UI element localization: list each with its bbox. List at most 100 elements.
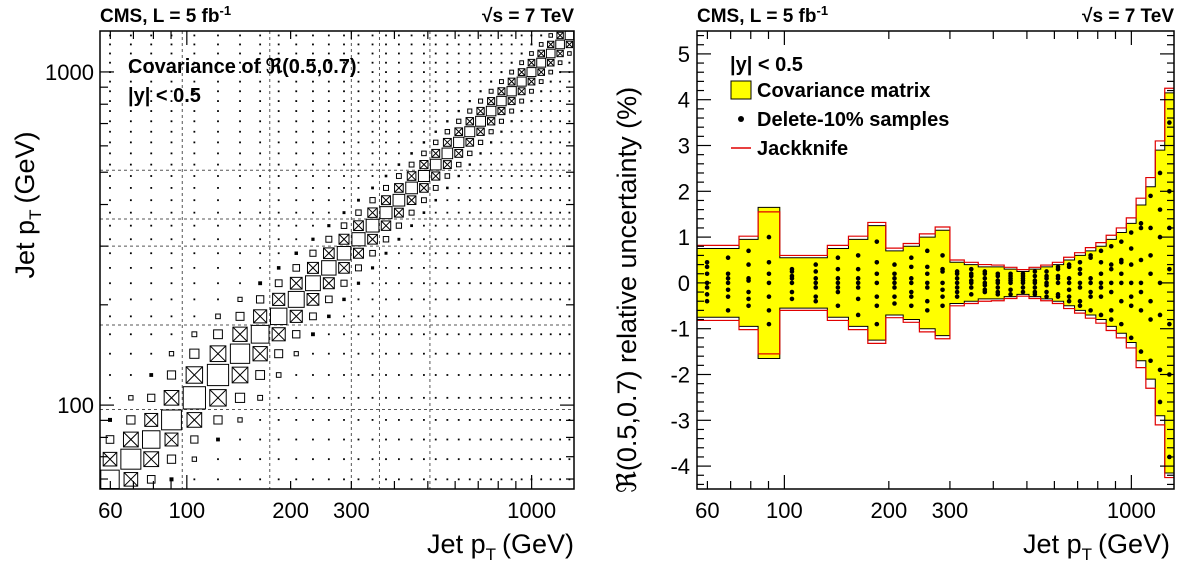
cov-box-negative <box>323 247 335 260</box>
cov-dot <box>457 90 460 93</box>
cov-dot <box>129 315 132 318</box>
sample-point <box>1108 289 1114 295</box>
cov-dot <box>457 315 460 318</box>
cov-dot <box>259 152 262 155</box>
cov-dot <box>446 352 449 355</box>
cov-dot <box>500 34 503 37</box>
cov-dot <box>468 333 471 336</box>
sample-point <box>813 276 819 281</box>
cov-dot <box>397 419 400 421</box>
cov-box-negative <box>431 148 441 158</box>
cov-dot <box>170 252 173 255</box>
cov-dot <box>549 130 552 133</box>
cov-box-negative <box>271 327 286 342</box>
cov-dot <box>568 352 571 355</box>
cov-dot <box>357 71 360 73</box>
sample-point <box>1128 280 1134 286</box>
cov-dot <box>129 61 132 64</box>
sample-point <box>1119 298 1124 304</box>
cov-dot <box>500 199 503 202</box>
cov-dot <box>193 238 196 241</box>
cov-dot <box>520 163 523 166</box>
cov-dot <box>170 61 173 64</box>
cov-dot <box>549 396 552 399</box>
cov-dot <box>434 90 437 93</box>
jackknife-upper <box>697 87 1174 271</box>
sample-point <box>1032 273 1038 279</box>
cov-dot <box>109 110 111 112</box>
cov-dot <box>446 43 449 46</box>
cov-dot <box>446 266 449 269</box>
cov-dot <box>559 419 562 421</box>
cov-box-negative <box>442 137 452 147</box>
cov-dot <box>520 141 523 144</box>
sample-point <box>982 287 988 293</box>
cov-dot <box>295 52 298 55</box>
cov-dot <box>520 438 523 441</box>
cov-dot <box>385 396 387 399</box>
cov-dot <box>193 110 196 112</box>
cov-dot <box>109 175 111 177</box>
cov-dot <box>500 224 503 227</box>
cov-box-positive <box>229 343 251 364</box>
cov-dot <box>170 120 173 123</box>
cov-dot <box>540 282 543 285</box>
cov-dot <box>434 458 437 461</box>
cov-box-negative <box>186 412 203 428</box>
cov-dot <box>371 34 374 37</box>
cov-dot <box>457 478 460 481</box>
sample-point <box>704 285 710 290</box>
sample-point <box>813 262 819 267</box>
cov-dot <box>371 152 374 155</box>
cov-box-negative <box>497 87 506 96</box>
cov-dot <box>423 34 425 37</box>
sample-point <box>909 294 914 299</box>
cov-dot <box>129 163 132 166</box>
cov-dot <box>549 199 552 202</box>
cov-box-negative <box>419 160 429 170</box>
cov-box-positive <box>457 174 460 178</box>
cov-box-negative <box>322 277 335 290</box>
cov-box-positive <box>434 198 438 202</box>
cov-dot <box>559 211 562 214</box>
cov-box-positive <box>510 120 513 123</box>
cov-dot <box>549 438 552 441</box>
cov-dot <box>371 298 374 301</box>
cov-dot <box>520 315 523 318</box>
cov-dot <box>217 224 219 227</box>
cov-dot <box>468 419 471 421</box>
cov-dot <box>434 419 437 421</box>
cov-box-positive <box>327 314 331 319</box>
cov-box-positive <box>356 281 361 285</box>
cov-dot <box>530 120 533 123</box>
cov-dot <box>239 163 241 166</box>
cov-box-positive <box>371 186 374 190</box>
cov-box-negative <box>164 432 179 447</box>
cov-box-positive <box>369 197 376 204</box>
cov-dot <box>457 71 460 73</box>
cov-dot <box>277 458 280 461</box>
cov-dot <box>150 80 153 83</box>
sample-point <box>940 294 945 299</box>
cov-box-negative <box>537 68 546 76</box>
legend: Covariance matrix Delete-10% samples Jackk… <box>730 80 949 160</box>
left-plot-frame <box>99 30 575 490</box>
cov-dot <box>239 52 241 55</box>
cov-dot <box>510 419 513 421</box>
cov-dot <box>520 43 523 46</box>
sample-point <box>1088 280 1093 286</box>
cov-dot <box>129 282 132 285</box>
cov-dot <box>312 187 314 189</box>
cov-dot <box>490 211 493 214</box>
cov-dot <box>109 374 111 376</box>
cov-dot <box>277 419 280 421</box>
cov-dot <box>343 438 345 441</box>
cov-box-positive <box>564 31 574 41</box>
cov-dot <box>193 187 196 189</box>
cov-dot <box>423 478 425 481</box>
cov-dot <box>410 266 413 269</box>
sample-point <box>1138 289 1144 295</box>
cov-dot <box>239 282 241 285</box>
cov-box-negative <box>163 390 180 406</box>
left-header-right: √s = 7 TeV <box>482 6 574 27</box>
